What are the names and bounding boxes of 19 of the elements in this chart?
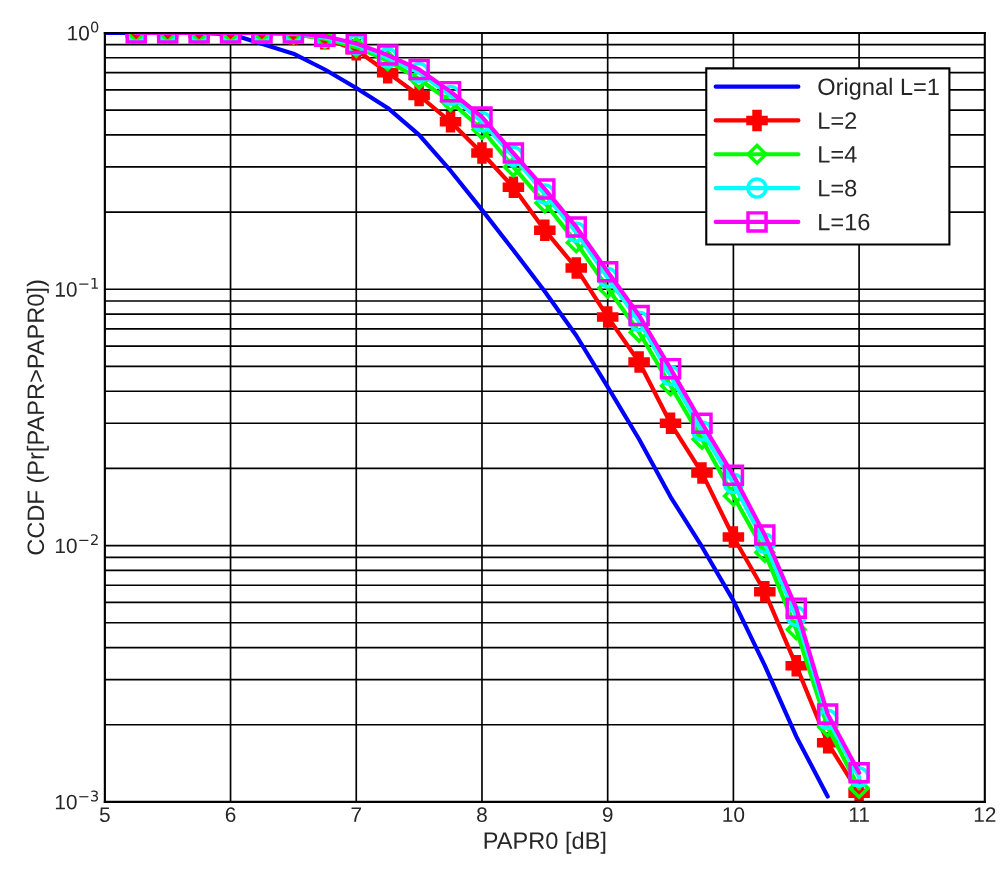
x-tick-label: 11 — [849, 807, 869, 822]
legend-label: L=2 — [819, 112, 857, 129]
x-tick-label: 12 — [974, 807, 996, 822]
x-tick-label: 9 — [602, 807, 613, 823]
legend-label: L=4 — [819, 146, 857, 163]
x-tick-label: 8 — [477, 807, 487, 823]
legend-label: Orignal L=1 — [818, 77, 939, 100]
x-tick-label: 5 — [99, 807, 110, 823]
y-tick-label: 10$^{−3}$ — [55, 790, 99, 810]
x-tick-label: 7 — [351, 807, 361, 822]
legend-label: L=8 — [819, 179, 857, 197]
x-tick-label: 6 — [225, 807, 236, 823]
legend-label: L=16 — [819, 213, 870, 231]
x-tick-label: 10 — [723, 807, 745, 823]
x-axis-title: PAPR0 [dB] — [484, 831, 606, 854]
y-tick-label: 10$^{−2}$ — [55, 534, 98, 554]
y-axis-title: CCDF (Pr[PAPR>PAPR0]) — [26, 280, 49, 555]
y-tick-label: 10$^{−1}$ — [55, 278, 98, 297]
y-tick-label: 10$^{0}$ — [68, 21, 99, 41]
